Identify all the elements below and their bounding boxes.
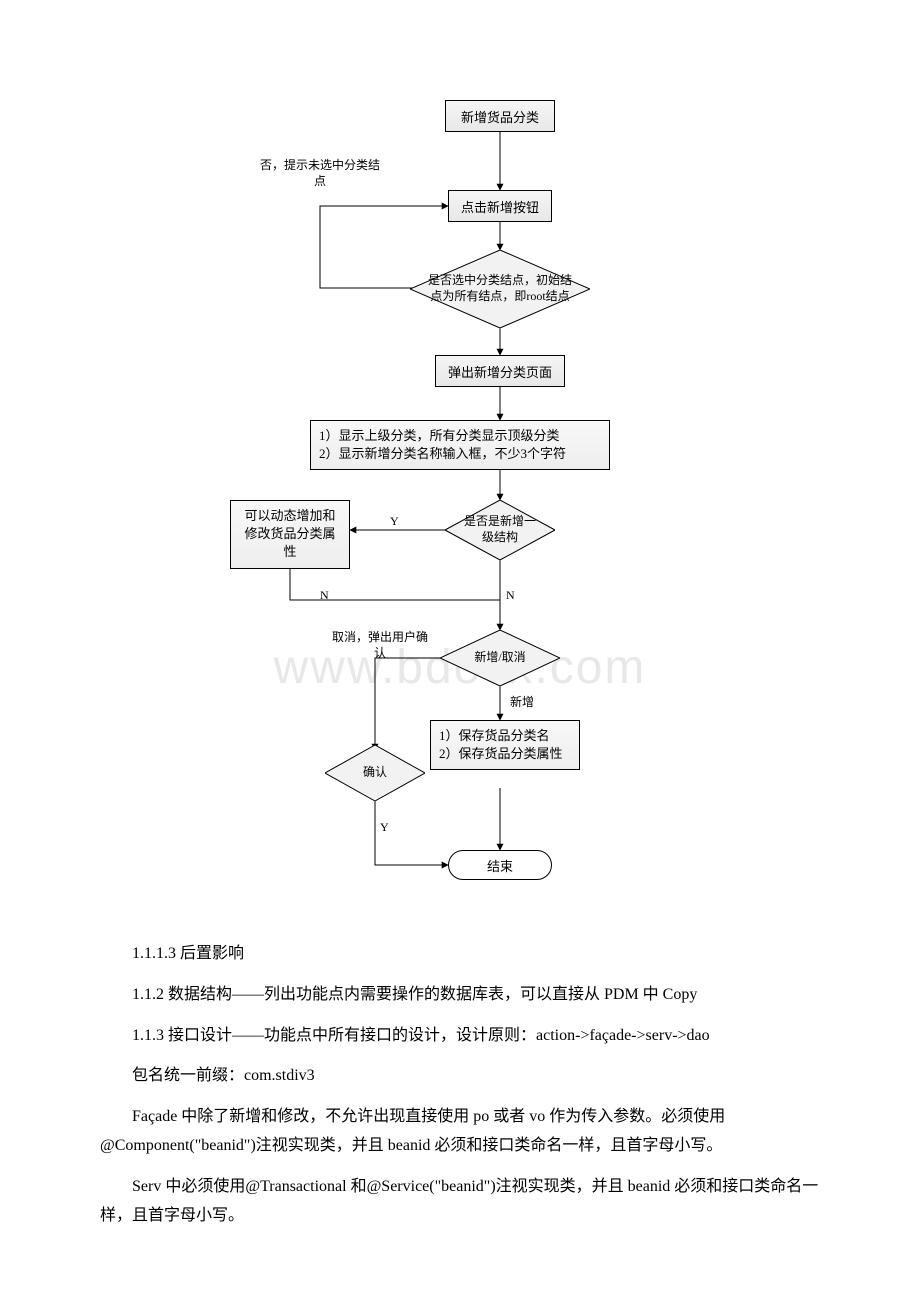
label-cancel: 取消，弹出用户确认 — [330, 630, 430, 661]
label-n1: N — [320, 588, 329, 604]
node-display-label: 1）显示上级分类，所有分类显示顶级分类 2）显示新增分类名称输入框，不少3个字符 — [319, 428, 566, 461]
node-dec-first: 是否是新增一级结构 — [445, 500, 555, 560]
node-end: 结束 — [448, 850, 552, 880]
page: www.bdocx.com — [0, 100, 920, 1302]
label-n2: N — [506, 588, 515, 604]
para-1113: 1.1.1.3 后置影响 — [100, 940, 820, 969]
para-facade: Façade 中除了新增和修改，不允许出现直接使用 po 或者 vo 作为传入参… — [100, 1103, 820, 1161]
node-dec-addcancel: 新增/取消 — [440, 630, 560, 686]
para-112: 1.1.2 数据结构——列出功能点内需要操作的数据库表，可以直接从 PDM 中 … — [100, 981, 820, 1010]
node-popup: 弹出新增分类页面 — [435, 355, 565, 387]
body-text: 1.1.1.3 后置影响 1.1.2 数据结构——列出功能点内需要操作的数据库表… — [0, 940, 920, 1302]
node-start-label: 新增货品分类 — [461, 107, 539, 126]
node-dec-selected-label: 是否选中分类结点，初始结点为所有结点，即root结点 — [428, 273, 572, 304]
node-click-add: 点击新增按钮 — [448, 190, 552, 222]
node-dyn-attr-label: 可以动态增加和修改货品分类属性 — [244, 508, 335, 559]
label-no-hint: 否，提示未选中分类结点 — [255, 158, 385, 189]
node-click-add-label: 点击新增按钮 — [461, 197, 539, 216]
node-display: 1）显示上级分类，所有分类显示顶级分类 2）显示新增分类名称输入框，不少3个字符 — [310, 420, 610, 470]
para-package: 包名统一前缀：com.stdiv3 — [100, 1062, 820, 1091]
node-end-label: 结束 — [487, 856, 513, 875]
node-dyn-attr: 可以动态增加和修改货品分类属性 — [230, 500, 350, 569]
node-dec-confirm-label: 确认 — [363, 765, 387, 781]
flowchart: www.bdocx.com — [200, 100, 720, 920]
node-dec-addcancel-label: 新增/取消 — [474, 650, 525, 666]
node-save: 1）保存货品分类名 2）保存货品分类属性 — [430, 720, 580, 770]
node-save-label: 1）保存货品分类名 2）保存货品分类属性 — [439, 728, 563, 761]
node-dec-first-label: 是否是新增一级结构 — [463, 514, 537, 545]
node-dec-confirm: 确认 — [325, 745, 425, 801]
label-y1: Y — [390, 514, 399, 530]
label-add: 新增 — [510, 695, 534, 711]
node-start: 新增货品分类 — [445, 100, 555, 132]
node-popup-label: 弹出新增分类页面 — [448, 362, 552, 381]
para-113: 1.1.3 接口设计——功能点中所有接口的设计，设计原则：action->faç… — [100, 1022, 820, 1051]
node-dec-selected: 是否选中分类结点，初始结点为所有结点，即root结点 — [410, 250, 590, 328]
para-serv: Serv 中必须使用@Transactional 和@Service("bean… — [100, 1173, 820, 1231]
label-y2: Y — [380, 820, 389, 836]
